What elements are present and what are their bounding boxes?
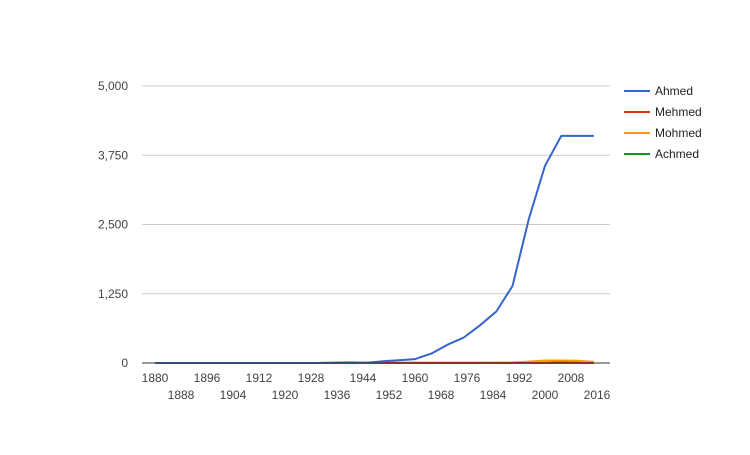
y-tick-label: 3,750: [98, 148, 128, 162]
y-tick-label: 2,500: [98, 218, 128, 232]
gridlines: [142, 85, 610, 295]
x-tick-label: 1928: [298, 371, 325, 385]
legend-item-mehmed[interactable]: Mehmed: [624, 105, 702, 119]
legend-item-mohmed[interactable]: Mohmed: [624, 126, 702, 140]
legend: Ahmed Mehmed Mohmed Achmed: [624, 84, 702, 161]
x-tick-label: 1984: [480, 388, 507, 402]
x-tick-label: 1896: [194, 371, 221, 385]
x-tick-label: 1880: [142, 371, 169, 385]
y-axis-ticks: 0 1,250 2,500 3,750 5,000: [98, 79, 128, 370]
x-tick-label: 1968: [428, 388, 455, 402]
x-axis-ticks: 1880 1888 1896 1904 1912 1920 1928 1936 1944 1952…: [142, 371, 611, 402]
y-tick-label: 0: [121, 356, 128, 370]
x-tick-label: 2008: [558, 371, 585, 385]
x-tick-label: 1952: [376, 388, 403, 402]
y-tick-label: 5,000: [98, 79, 128, 93]
x-tick-label: 2016: [584, 388, 611, 402]
y-tick-label: 1,250: [98, 287, 128, 301]
legend-item-ahmed[interactable]: Ahmed: [624, 84, 693, 98]
x-tick-label: 1976: [454, 371, 481, 385]
series-lines: [155, 134, 594, 364]
x-tick-label: 1944: [350, 371, 377, 385]
x-tick-label: 1960: [402, 371, 429, 385]
x-tick-label: 2000: [532, 388, 559, 402]
legend-item-achmed[interactable]: Achmed: [624, 147, 699, 161]
x-tick-label: 1920: [272, 388, 299, 402]
legend-label: Ahmed: [655, 84, 693, 98]
x-tick-label: 1904: [220, 388, 247, 402]
x-tick-label: 1912: [246, 371, 273, 385]
x-tick-label: 1888: [168, 388, 195, 402]
legend-label: Achmed: [655, 147, 699, 161]
legend-label: Mohmed: [655, 126, 702, 140]
series-line-ahmed: [155, 134, 594, 364]
x-tick-label: 1992: [506, 371, 533, 385]
x-tick-label: 1936: [324, 388, 351, 402]
legend-label: Mehmed: [655, 105, 702, 119]
